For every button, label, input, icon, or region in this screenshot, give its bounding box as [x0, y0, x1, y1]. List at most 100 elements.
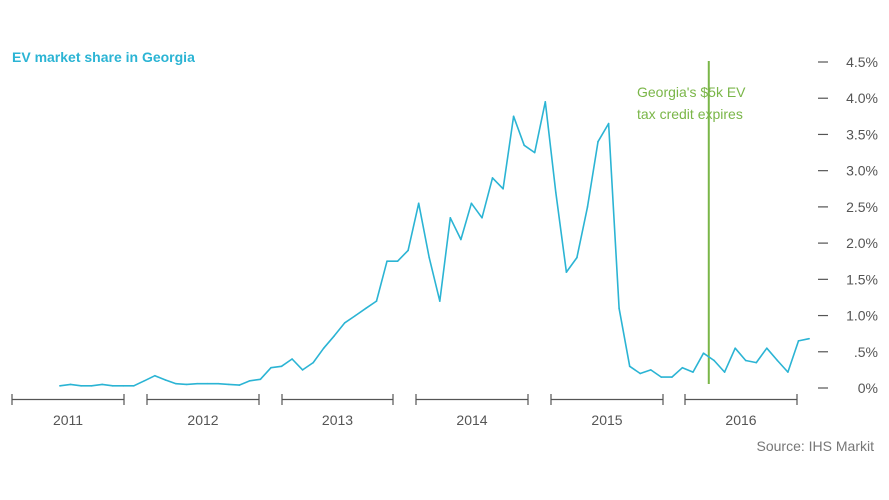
data-point [259, 378, 262, 381]
annotation-text-line-1: Georgia's $5k EV [637, 84, 746, 100]
data-point [533, 151, 536, 154]
data-point [502, 187, 504, 190]
data-point [80, 385, 82, 387]
data-point [344, 322, 346, 324]
series-group [59, 101, 810, 387]
data-point [185, 383, 188, 386]
chart-title: EV market share in Georgia [12, 49, 195, 65]
y-tick-label: 4.0% [846, 90, 878, 106]
y-tick-label: 1.5% [846, 271, 878, 287]
x-tick-label: 2016 [725, 412, 756, 428]
data-point [776, 359, 779, 362]
annotation: Georgia's $5k EV tax credit expires [637, 61, 746, 384]
data-point [576, 256, 578, 259]
data-point [766, 347, 768, 349]
data-point [122, 385, 125, 387]
data-point [481, 216, 483, 219]
x-axis: 2011 2012 2013 2014 2015 2016 [11, 394, 798, 428]
data-point [639, 372, 642, 375]
data-point [438, 300, 441, 302]
x-tick-label: 2015 [591, 412, 622, 428]
data-point [280, 365, 283, 368]
data-point [512, 115, 515, 118]
x-tick-label: 2013 [322, 412, 353, 428]
source-note: Source: IHS Markit [757, 438, 875, 454]
year-bracket [11, 394, 125, 405]
data-point [154, 374, 156, 377]
year-bracket [684, 394, 798, 405]
y-tick-label: 2.5% [846, 199, 878, 215]
year-bracket [146, 394, 260, 405]
data-point [565, 271, 568, 273]
data-point [628, 365, 631, 368]
data-point [723, 371, 726, 373]
y-tick-label: 4.5% [846, 54, 878, 70]
data-point [407, 249, 409, 252]
year-bracket [415, 394, 529, 405]
data-point [744, 359, 747, 362]
y-tick-label: 0% [858, 380, 878, 396]
data-point [312, 361, 314, 364]
data-point [175, 382, 177, 385]
x-tick-label: 2011 [53, 412, 83, 428]
data-point [249, 379, 251, 382]
year-bracket [281, 394, 394, 405]
data-point [227, 383, 230, 386]
data-point [69, 383, 72, 386]
data-point [59, 385, 61, 387]
data-point [618, 307, 620, 310]
data-point [217, 382, 220, 385]
x-tick-label: 2014 [456, 412, 487, 428]
data-point [544, 101, 547, 103]
data-point [755, 361, 758, 364]
series-line [59, 101, 810, 387]
data-point [270, 366, 272, 369]
data-point [713, 359, 715, 362]
data-point [101, 383, 103, 386]
year-bracket [550, 394, 664, 405]
y-tick-label: .5% [854, 344, 878, 360]
data-point [354, 314, 357, 317]
data-point [396, 260, 399, 263]
data-point [649, 369, 652, 371]
y-tick-label: 2.0% [846, 235, 878, 251]
data-point [555, 191, 557, 194]
data-point [734, 347, 736, 349]
y-tick-label: 1.0% [846, 308, 878, 324]
data-point [660, 376, 663, 378]
data-point [597, 140, 599, 143]
data-point [586, 206, 589, 208]
data-point [365, 307, 367, 310]
data-point [386, 260, 388, 263]
data-point [196, 382, 198, 385]
data-point [449, 216, 452, 219]
data-point [291, 358, 293, 360]
data-point [808, 337, 810, 340]
data-point [206, 382, 209, 385]
data-point [470, 202, 473, 205]
data-point [607, 122, 610, 125]
data-point [322, 347, 325, 349]
data-point [787, 371, 789, 373]
data-point [111, 385, 114, 387]
annotation-text-line-2: tax credit expires [637, 106, 743, 122]
data-point [491, 177, 494, 179]
data-point [90, 385, 93, 387]
data-point [523, 144, 525, 147]
data-point [797, 340, 800, 342]
data-point [681, 366, 684, 369]
data-point [301, 369, 304, 371]
data-point [702, 352, 705, 355]
data-point [428, 256, 431, 259]
data-point [671, 376, 673, 378]
data-point [692, 371, 694, 373]
data-point [375, 300, 378, 302]
data-point [133, 385, 135, 387]
data-point [333, 335, 336, 337]
x-tick-label: 2012 [187, 412, 218, 428]
data-point [417, 202, 420, 205]
y-tick-label: 3.0% [846, 163, 878, 179]
y-axis: 4.5% 4.0% 3.5% 3.0% 2.5% 2.0% 1.5% 1.0% .5% 0% [818, 54, 878, 396]
data-point [238, 384, 241, 386]
